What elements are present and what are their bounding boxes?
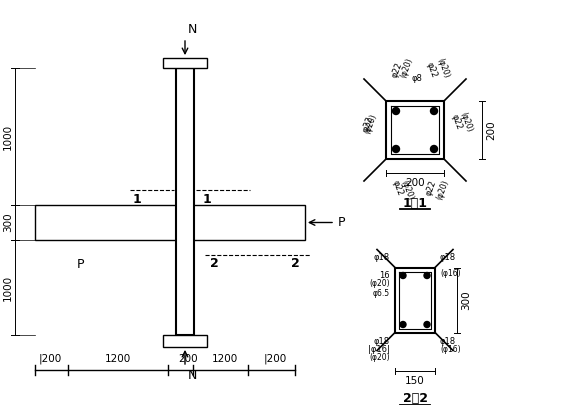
- Text: (φ20): (φ20): [363, 113, 378, 135]
- Text: 1: 1: [133, 193, 141, 206]
- Text: N: N: [188, 23, 198, 36]
- Text: (φ20): (φ20): [435, 57, 451, 79]
- Bar: [386, 101, 444, 159]
- Text: 1000: 1000: [3, 275, 13, 301]
- Text: P: P: [76, 258, 84, 271]
- Text: φ22: φ22: [449, 113, 463, 131]
- Text: 1－1: 1－1: [403, 197, 427, 210]
- Text: 200: 200: [486, 120, 496, 140]
- Text: φ22: φ22: [424, 61, 438, 79]
- Text: 300: 300: [3, 213, 13, 232]
- Bar: [395, 267, 435, 333]
- Text: φ6.5: φ6.5: [373, 290, 390, 298]
- Text: 1200: 1200: [105, 354, 131, 364]
- Text: φ18: φ18: [374, 337, 390, 345]
- Text: φ8: φ8: [412, 74, 422, 83]
- Circle shape: [431, 107, 437, 115]
- Text: φ18: φ18: [374, 252, 390, 262]
- Text: (φ20): (φ20): [369, 279, 390, 288]
- Text: φ18: φ18: [440, 337, 456, 345]
- Text: (φ16): (φ16): [440, 345, 461, 354]
- Text: (φ20): (φ20): [435, 179, 451, 201]
- Bar: [163, 335, 207, 347]
- Text: φ22: φ22: [424, 179, 438, 197]
- Text: |200: |200: [38, 354, 61, 364]
- Text: φ22: φ22: [361, 115, 375, 133]
- Text: (φ16): (φ16): [440, 269, 461, 279]
- Text: 2－2: 2－2: [403, 392, 427, 405]
- Text: 150: 150: [405, 375, 425, 386]
- Text: φ22: φ22: [390, 179, 404, 197]
- Circle shape: [424, 273, 430, 279]
- Circle shape: [424, 322, 430, 328]
- Text: P: P: [338, 216, 346, 229]
- Bar: [35, 205, 305, 240]
- Text: (φ20): (φ20): [458, 111, 473, 133]
- Circle shape: [400, 273, 406, 279]
- Circle shape: [392, 107, 400, 115]
- Text: (φ20): (φ20): [369, 352, 390, 362]
- Circle shape: [400, 322, 406, 328]
- Text: 1000: 1000: [3, 124, 13, 149]
- Circle shape: [392, 145, 400, 153]
- Text: |φ16|: |φ16|: [368, 345, 390, 354]
- Circle shape: [431, 145, 437, 153]
- Text: 1: 1: [203, 193, 211, 206]
- Bar: [163, 58, 207, 68]
- Text: φ22: φ22: [390, 61, 404, 79]
- Text: 1200: 1200: [212, 354, 238, 364]
- Text: 200: 200: [178, 354, 198, 364]
- Text: N: N: [188, 369, 198, 382]
- Text: φ18: φ18: [440, 252, 456, 262]
- Text: 300: 300: [461, 290, 471, 310]
- Text: 2: 2: [210, 257, 219, 270]
- Bar: [176, 68, 194, 335]
- Text: (φ20): (φ20): [399, 179, 415, 201]
- Text: 200: 200: [405, 178, 425, 188]
- Text: 2: 2: [291, 257, 300, 270]
- Text: (φ20): (φ20): [399, 57, 415, 79]
- Text: |200: |200: [263, 354, 287, 364]
- Text: 16: 16: [379, 271, 390, 281]
